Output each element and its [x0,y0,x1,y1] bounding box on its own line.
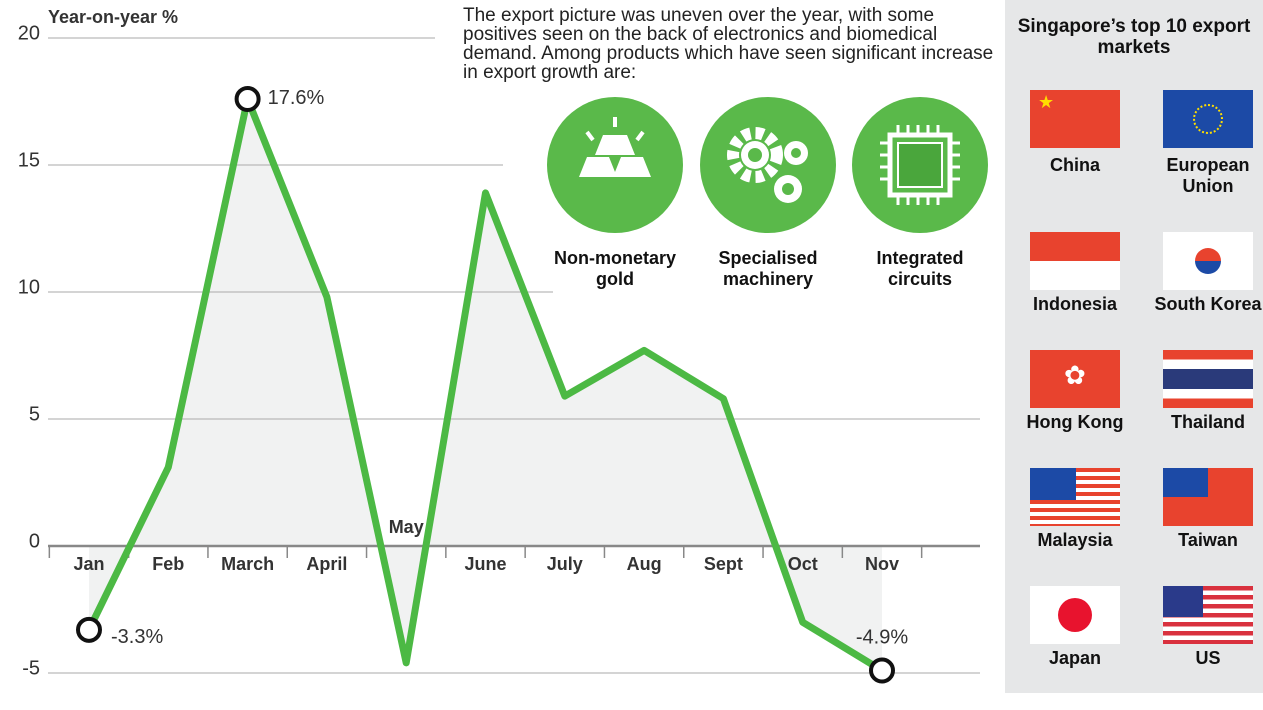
x-tick-label: Jan [73,554,104,574]
marker [234,85,261,112]
flag: ★ [1030,90,1120,148]
flag [1163,468,1253,526]
product-label: Integrated circuits [876,248,964,289]
market-name: European Union [1166,155,1250,196]
x-tick-label: March [221,554,274,574]
x-tick-label: Nov [865,554,899,574]
market-name: Japan [1048,648,1102,668]
x-tick-label: May [389,517,424,537]
area [89,98,882,671]
market-name: Thailand [1170,412,1245,432]
circuit-icon [852,97,988,233]
product-label: Specialised machinery [718,248,818,289]
line [85,95,884,674]
x-tick-label: April [306,554,347,574]
market-name: US [1195,648,1221,668]
y-tick-label: 10 [18,276,40,298]
flag [1030,586,1120,644]
data-label: -3.3% [111,626,163,648]
machinery-icon [700,97,836,233]
market-name: Malaysia [1037,530,1113,550]
flag [1163,90,1253,148]
flag: ✿ [1030,350,1120,408]
market-name: Indonesia [1032,294,1117,314]
gold-icon [547,97,683,233]
chart: Year-on-year % -5 0 5 10 15 20 Jan Feb March Apri… [18,7,980,684]
y-tick-label: -5 [22,657,40,679]
markets-panel: Singapore’s top 10 export markets ★ China… [1005,0,1263,693]
product-label: Non-monetary gold [553,248,676,289]
x-tick-label: Oct [788,554,818,574]
data-label: 17.6% [268,87,325,109]
x-tick-label: June [464,554,506,574]
data-label: -4.9% [856,627,908,649]
market-name: South Korea [1154,294,1262,314]
x-tick-label: Sept [704,554,743,574]
x-tick-label: Aug [627,554,662,574]
flag [1163,350,1253,408]
y-axis-label: Year-on-year % [48,7,178,27]
panel-title: Singapore’s top 10 export markets [1017,16,1251,58]
marker [76,616,102,643]
flag [1163,232,1253,290]
y-tick-label: 20 [18,22,40,44]
y-tick-label: 15 [18,149,40,171]
marker [869,657,895,684]
market-name: Taiwan [1178,530,1238,550]
paragraph: The export picture was uneven over the y… [463,5,994,83]
market-name: Hong Kong [1026,412,1124,432]
x-tick-label: July [547,554,583,574]
flag [1163,586,1253,644]
x-tick-label: Feb [152,554,184,574]
flag [1030,232,1120,290]
y-tick-label: 5 [29,403,40,425]
y-tick-label: 0 [29,530,40,552]
flag [1030,468,1120,526]
market-name: China [1049,155,1100,175]
